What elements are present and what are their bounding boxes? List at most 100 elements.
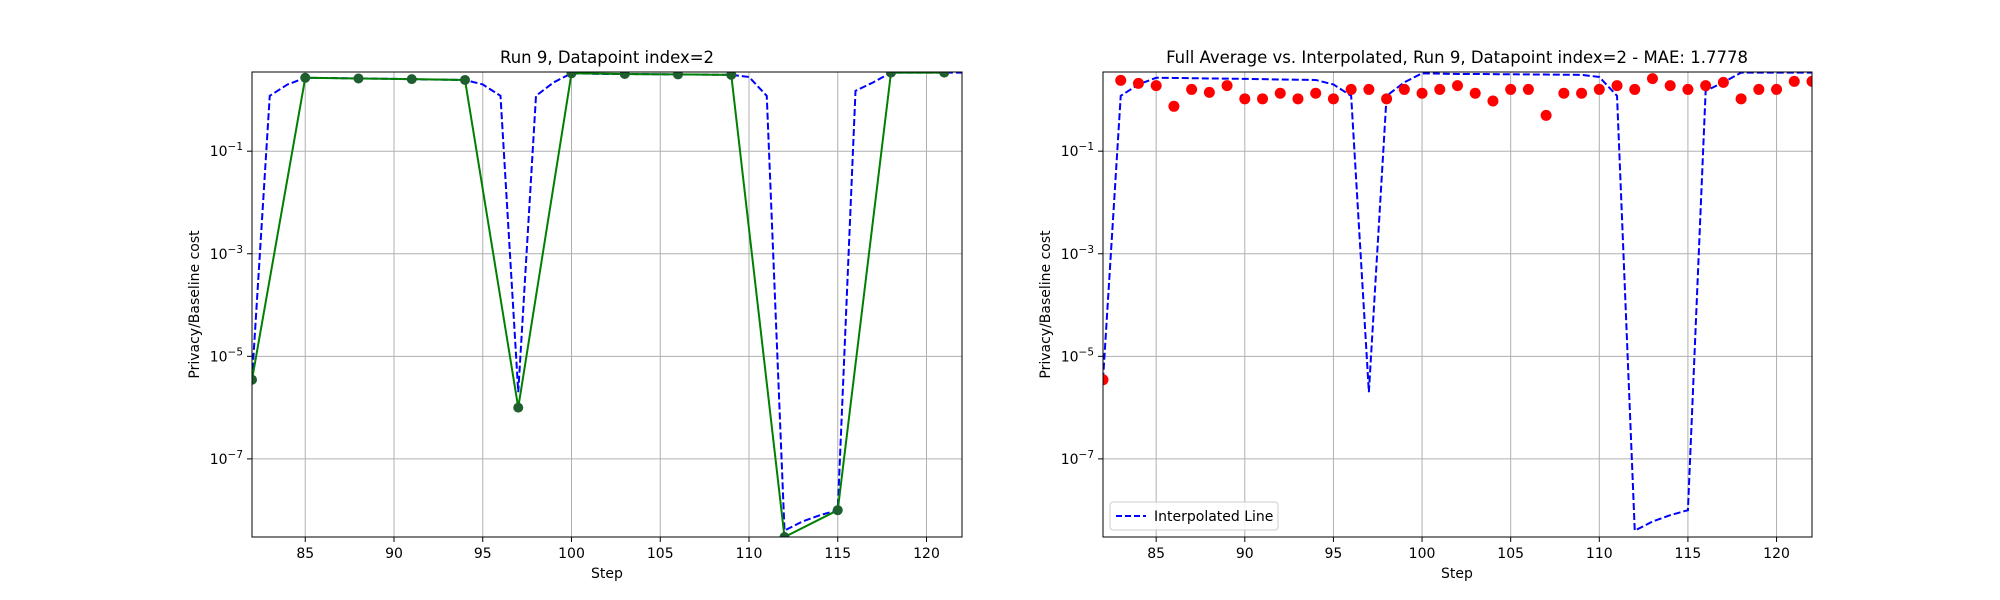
- right-average-point: [1682, 83, 1694, 95]
- right-average-point: [1717, 76, 1729, 88]
- right-y-tick-label: 10−7: [1061, 449, 1094, 468]
- left-plot-frame: [251, 71, 963, 538]
- right-average-point: [1434, 83, 1446, 95]
- left-sampled-point: [619, 72, 630, 79]
- right-ticks: 85 90 95 100 105 110 115 120 10−7 10−5 10−3 10−1: [1061, 141, 1790, 562]
- left-chart-panel: Run 9, Datapoint index=2 85 90 95 100 105 110…: [187, 48, 963, 582]
- right-interpolated-dashed-line: [1103, 72, 1812, 533]
- left-sampled-point: [673, 72, 683, 80]
- left-sampled-point: [939, 72, 950, 78]
- left-y-tick-label: 10−7: [210, 449, 243, 468]
- left-sampled-point: [300, 72, 311, 83]
- right-plot-frame: [1102, 71, 1813, 538]
- left-x-axis-label: Step: [591, 566, 623, 582]
- right-grid: [1103, 72, 1812, 537]
- right-average-point: [1310, 87, 1322, 99]
- right-average-point: [1103, 374, 1109, 386]
- right-x-tick-label: 95: [1325, 546, 1343, 562]
- right-x-tick-label: 100: [1409, 546, 1436, 562]
- right-average-point: [1487, 95, 1499, 107]
- right-average-point: [1381, 93, 1393, 105]
- right-average-point: [1203, 86, 1215, 98]
- left-sampled-point: [513, 402, 524, 413]
- left-sampled-point: [252, 374, 257, 385]
- right-average-point: [1150, 80, 1162, 92]
- right-y-tick-label: 10−3: [1061, 244, 1094, 263]
- left-sampled-point: [353, 73, 364, 84]
- right-average-point: [1788, 75, 1800, 87]
- right-x-tick-label: 115: [1675, 546, 1702, 562]
- right-x-axis-label: Step: [1441, 566, 1473, 582]
- right-average-point: [1186, 83, 1198, 95]
- right-average-point: [1221, 80, 1233, 92]
- legend-box: [1109, 501, 1279, 531]
- right-x-tick-label: 85: [1147, 546, 1165, 562]
- right-average-point: [1522, 83, 1534, 95]
- left-sampled-point: [886, 72, 896, 78]
- left-sampled-point: [832, 505, 843, 516]
- right-average-point: [1593, 83, 1605, 95]
- right-average-point: [1274, 87, 1286, 99]
- right-average-point: [1611, 80, 1623, 92]
- right-y-tick-label: 10−5: [1061, 346, 1094, 365]
- right-x-tick-label: 105: [1497, 546, 1524, 562]
- left-sampled-point: [460, 74, 470, 85]
- right-average-point: [1452, 80, 1463, 92]
- left-x-tick-label: 100: [558, 546, 585, 562]
- left-y-tick-label: 10−5: [210, 346, 243, 365]
- right-average-point: [1735, 93, 1747, 105]
- right-average-point: [1629, 83, 1641, 95]
- right-average-point: [1505, 83, 1517, 95]
- left-sampled-point: [726, 72, 737, 80]
- right-chart-title: Full Average vs. Interpolated, Run 9, Da…: [1166, 48, 1748, 67]
- right-average-point: [1806, 75, 1812, 87]
- left-x-tick-label: 85: [296, 546, 314, 562]
- right-average-point: [1469, 87, 1481, 99]
- right-average-point: [1345, 83, 1357, 95]
- right-average-point: [1646, 73, 1658, 85]
- left-x-tick-label: 120: [913, 546, 940, 562]
- legend: Interpolated Line: [1109, 501, 1279, 531]
- left-series: [252, 72, 962, 537]
- right-x-tick-label: 110: [1586, 546, 1613, 562]
- right-average-point: [1753, 83, 1765, 95]
- left-ticks: 85 90 95 100 105 110 115 120 10−7 10−5 10−3 10−1: [210, 141, 940, 562]
- right-average-point: [1239, 93, 1251, 105]
- left-sampled-point: [779, 532, 790, 537]
- right-average-point: [1700, 80, 1712, 92]
- left-y-axis-label: Privacy/Baseline cost: [187, 230, 203, 379]
- legend-entry-label: Interpolated Line: [1154, 509, 1273, 525]
- left-x-tick-label: 115: [824, 546, 851, 562]
- right-average-point: [1115, 74, 1127, 86]
- right-y-axis-label: Privacy/Baseline cost: [1038, 230, 1054, 379]
- right-average-point: [1132, 77, 1144, 89]
- left-sampled-point: [406, 74, 417, 85]
- right-chart-panel: Full Average vs. Interpolated, Run 9, Da…: [1038, 48, 1813, 582]
- right-y-tick-label: 10−1: [1061, 141, 1094, 160]
- left-x-tick-label: 90: [385, 546, 403, 562]
- right-average-point: [1398, 83, 1410, 95]
- right-average-point: [1327, 93, 1339, 105]
- left-sampled-solid-line: [252, 72, 945, 537]
- left-x-tick-label: 105: [647, 546, 674, 562]
- right-average-point: [1771, 83, 1783, 95]
- right-x-tick-label: 120: [1763, 546, 1790, 562]
- left-chart-title: Run 9, Datapoint index=2: [500, 48, 714, 67]
- right-average-point: [1257, 93, 1269, 105]
- right-average-point: [1558, 87, 1570, 99]
- right-average-point: [1363, 83, 1375, 95]
- left-y-tick-label: 10−1: [210, 141, 243, 160]
- right-series: [1103, 72, 1812, 533]
- left-x-tick-label: 110: [736, 546, 763, 562]
- left-y-tick-label: 10−3: [210, 244, 243, 263]
- right-average-point: [1292, 93, 1304, 105]
- left-x-tick-label: 95: [474, 546, 492, 562]
- right-average-point: [1576, 87, 1588, 99]
- left-sampled-point: [566, 72, 577, 79]
- right-average-point: [1540, 109, 1552, 121]
- right-average-point: [1416, 87, 1428, 99]
- left-grid: [252, 72, 962, 537]
- right-x-tick-label: 90: [1236, 546, 1254, 562]
